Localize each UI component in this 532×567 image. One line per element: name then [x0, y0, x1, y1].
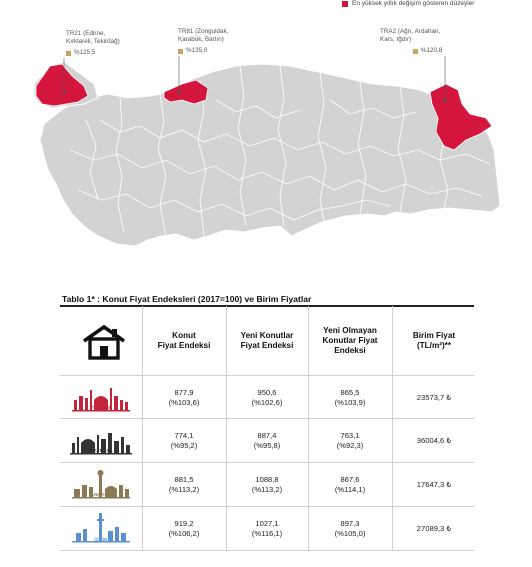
- cell-turkiye-yeni-olmayan: 865,5 (%103,9): [334, 387, 366, 408]
- turkey-map: [33, 56, 501, 247]
- callout-tr21: TR21 (Edirne, Kırklareli, Tekirdağ) %125…: [66, 30, 120, 57]
- cell-turkiye-konut: 877,9 (%103,6): [168, 387, 200, 408]
- callout-tra2-region: TRA2 (Ağrı, Ardahan, Kars, Iğdır): [380, 28, 441, 44]
- callout-tr81-value: %135,0: [186, 46, 208, 54]
- cell-istanbul-yeni: 887,4 (%95,8): [253, 430, 281, 451]
- ankara-skyline-icon: [72, 470, 130, 499]
- header-konut: Konut Fiyat Endeksi: [157, 331, 211, 350]
- cell-turkiye-yeni: 950,6 (%102,6): [251, 387, 283, 408]
- header-yeni: Yeni Konutlar Fiyat Endeksi: [240, 331, 294, 350]
- cell-istanbul-birim: 36004,6 ₺: [416, 435, 452, 445]
- col-divider: [226, 306, 227, 550]
- region-tr81: [163, 79, 209, 105]
- row-divider: [60, 550, 474, 551]
- callout-tra2-value: %120,8: [420, 46, 443, 54]
- header-yeni-olmayan: Yeni Olmayan Konutlar Fiyat Endeksi: [322, 326, 378, 355]
- callout-dot-tra2: [443, 98, 447, 102]
- house-icon: [82, 324, 126, 360]
- callout-tr81-region: TR81 (Zonguldak, Karabük, Bartın): [178, 28, 229, 44]
- col-divider: [392, 306, 393, 550]
- table-title: Tablo 1* : Konut Fiyat Endeksleri (2017=…: [62, 294, 312, 304]
- row-divider: [60, 418, 474, 419]
- cell-ankara-birim: 17647,3 ₺: [416, 479, 452, 489]
- cell-ankara-yeni: 1088,8 (%113,2): [251, 474, 283, 495]
- row-divider: [60, 506, 474, 507]
- table-top-rule: [60, 305, 474, 307]
- region-tr21: [35, 63, 89, 107]
- row-divider: [60, 375, 474, 376]
- callout-tr21-region: TR21 (Edirne, Kırklareli, Tekirdağ): [66, 30, 120, 46]
- izmir-skyline-icon: [72, 513, 130, 543]
- turkey-outline: [39, 63, 501, 247]
- city-label-istanbul: İSTANBUL: [88, 448, 113, 453]
- istanbul-skyline-icon: [70, 433, 132, 455]
- province-borders: [69, 65, 491, 237]
- marker-icon: [178, 48, 183, 54]
- map-legend: En yüksek yıllık değişim gösteren düzeyl…: [342, 0, 474, 7]
- callout-tra2: TRA2 (Ağrı, Ardahan, Kars, Iğdır) %120,8: [380, 28, 443, 55]
- col-divider: [142, 306, 143, 550]
- turkiye-skyline-icon: [72, 388, 130, 412]
- legend-swatch: [342, 0, 348, 7]
- city-label-izmir: İZMİR: [94, 537, 108, 542]
- city-label-ankara: ANKARA: [90, 492, 112, 497]
- cell-izmir-konut: 919,2 (%106,2): [168, 518, 200, 539]
- cell-izmir-yeni-olmayan: 897,3 (%105,0): [334, 518, 366, 539]
- cell-istanbul-konut: 774,1 (%95,2): [170, 430, 198, 451]
- marker-icon: [66, 50, 71, 56]
- callout-dot-tr81: [177, 90, 181, 94]
- marker-icon: [412, 48, 418, 54]
- header-birim: Birim Fiyat (TL/m²)**: [412, 331, 456, 350]
- callout-dot-tr21: [62, 90, 66, 94]
- cell-ankara-konut: 881,5 (%113,2): [168, 474, 200, 495]
- cell-izmir-birim: 27089,3 ₺: [416, 523, 452, 533]
- cell-ankara-yeni-olmayan: 867,6 (%114,1): [334, 474, 366, 495]
- legend-label: En yüksek yıllık değişim gösteren düzeyl…: [352, 0, 475, 7]
- callout-tr81: TR81 (Zonguldak, Karabük, Bartın) %135,0: [178, 28, 228, 55]
- city-label-turkiye: TÜRKİYE: [90, 405, 112, 410]
- col-divider: [308, 306, 309, 550]
- cell-istanbul-yeni-olmayan: 763,1 (%92,3): [336, 430, 364, 451]
- cell-turkiye-birim: 23573,7 ₺: [416, 392, 452, 402]
- cell-izmir-yeni: 1027,1 (%116,1): [251, 518, 283, 539]
- callout-tr21-value: %125,5: [74, 48, 96, 56]
- row-divider: [60, 462, 474, 463]
